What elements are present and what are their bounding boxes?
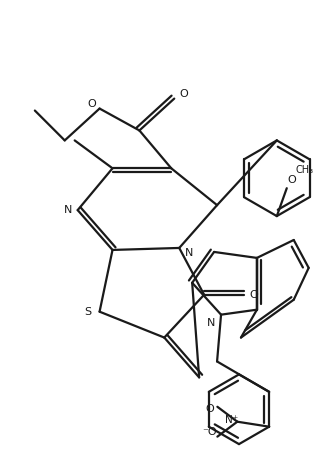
Text: ⁻O: ⁻O <box>202 427 217 437</box>
Text: O: O <box>87 98 96 109</box>
Text: N: N <box>64 205 72 215</box>
Text: O: O <box>287 175 296 185</box>
Text: CH₃: CH₃ <box>296 165 314 175</box>
Text: N⁺: N⁺ <box>225 415 238 425</box>
Text: N: N <box>207 318 215 328</box>
Text: O: O <box>249 290 258 300</box>
Text: O: O <box>180 88 189 98</box>
Text: N: N <box>185 248 193 258</box>
Text: O: O <box>205 404 214 414</box>
Text: S: S <box>84 307 91 317</box>
